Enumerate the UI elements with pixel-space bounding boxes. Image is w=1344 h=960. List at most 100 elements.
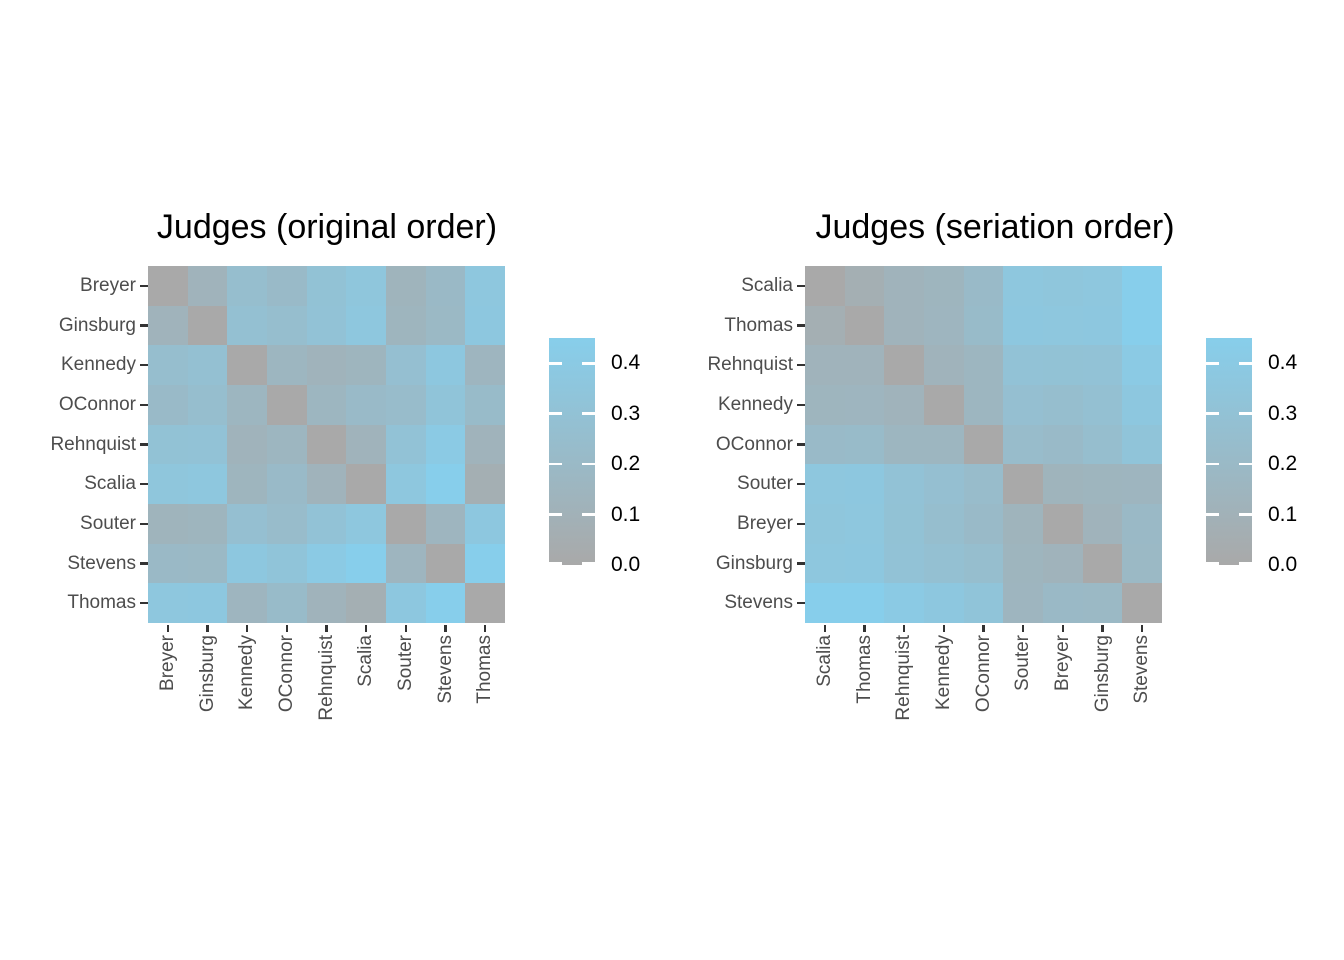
heatmap-cell (1003, 464, 1044, 505)
legend-tick-label: 0.0 (1268, 553, 1298, 576)
heatmap-cell (805, 266, 846, 307)
heatmap-cell (963, 583, 1004, 624)
row-label: Ginsburg (58, 314, 136, 336)
x-axis-tick (364, 624, 368, 632)
heatmap-cell (805, 464, 846, 505)
heatmap-cell (963, 266, 1004, 307)
legend-tick-mark (549, 562, 562, 565)
col-label: Ginsburg (1091, 635, 1113, 713)
heatmap-cell (227, 385, 268, 426)
heatmap-cell (425, 583, 466, 624)
legend-tick-mark (549, 513, 562, 516)
heatmap-cell (148, 504, 189, 545)
col-label: OConnor (972, 635, 994, 713)
heatmap-cell (267, 424, 308, 465)
col-label: Ginsburg (196, 635, 218, 713)
heatmap-cell (267, 385, 308, 426)
heatmap-cell (1003, 385, 1044, 426)
col-label: Thomas (474, 635, 496, 704)
col-label: Kennedy (932, 635, 954, 711)
heatmap-cell (425, 504, 466, 545)
heatmap-cell (306, 543, 347, 584)
heatmap-cell (1043, 583, 1084, 624)
heatmap-cell (1122, 305, 1163, 346)
heatmap-cell (465, 385, 506, 426)
heatmap-cell (963, 305, 1004, 346)
heatmap-cell (386, 543, 427, 584)
heatmap-cell (227, 543, 268, 584)
heatmap-cell (1122, 464, 1163, 505)
y-axis-tick (796, 562, 805, 565)
heatmap-cell (844, 424, 885, 465)
heatmap-cell (844, 583, 885, 624)
heatmap-cell (1043, 385, 1084, 426)
heatmap-cell (187, 345, 228, 386)
heatmap-cell (346, 543, 387, 584)
heatmap-cell (1043, 424, 1084, 465)
heatmap-cell (306, 583, 347, 624)
y-axis-tick (139, 443, 148, 446)
legend-tick-mark (1239, 462, 1252, 466)
heatmap-cell (267, 345, 308, 386)
heatmap-cell (386, 305, 427, 346)
heatmap-cell (465, 504, 506, 545)
heatmap-cell (884, 504, 925, 545)
heatmap-cell (346, 504, 387, 545)
legend-tick-mark (582, 412, 595, 415)
heatmap-cell (386, 266, 427, 307)
heatmap-cell (346, 424, 387, 465)
heatmap-grid (805, 266, 1163, 624)
heatmap-cell (805, 345, 846, 386)
heatmap-cell (1003, 424, 1044, 465)
heatmap-cell (963, 424, 1004, 465)
heatmap-cell (924, 385, 965, 426)
heatmap-cell (1082, 266, 1123, 307)
x-axis-tick (483, 624, 487, 632)
heatmap-cell (884, 424, 925, 465)
row-label: Stevens (67, 552, 136, 574)
heatmap-cell (1082, 583, 1123, 624)
col-label: Stevens (434, 635, 456, 704)
heatmap-cell (1122, 543, 1163, 584)
heatmap-cell (1122, 504, 1163, 545)
heatmap-cell (805, 504, 846, 545)
heatmap-cell (1082, 543, 1123, 584)
heatmap-cell (148, 266, 189, 307)
heatmap-cell (924, 305, 965, 346)
heatmap-cell (187, 543, 228, 584)
heatmap-cell (465, 424, 506, 465)
col-label: OConnor (275, 635, 297, 713)
heatmap-cell (148, 543, 189, 584)
row-label: Ginsburg (715, 552, 793, 574)
col-label: Rehnquist (315, 635, 337, 721)
heatmap-cell (425, 345, 466, 386)
heatmap-cell (306, 385, 347, 426)
row-label: Rehnquist (707, 354, 793, 376)
legend-tick-label: 0.4 (611, 351, 641, 375)
heatmap-cell (924, 266, 965, 307)
heatmap-cell (963, 464, 1004, 505)
legend-tick-mark (1239, 562, 1252, 565)
x-axis-tick (902, 624, 906, 632)
legend-tick-mark (1206, 513, 1219, 516)
legend-tick-mark (549, 462, 562, 466)
x-axis-tick (166, 624, 170, 632)
heatmap-cell (267, 266, 308, 307)
heatmap-cell (805, 305, 846, 346)
col-label: Stevens (1131, 635, 1153, 704)
heatmap-cell (267, 543, 308, 584)
col-label: Souter (394, 635, 416, 691)
col-label: Breyer (1051, 635, 1073, 691)
heatmap-cell (346, 305, 387, 346)
y-axis-tick (139, 324, 148, 327)
legend-tick-mark (1206, 412, 1219, 415)
heatmap-cell (1003, 543, 1044, 584)
heatmap-cell (148, 583, 189, 624)
heatmap-cell (346, 464, 387, 505)
x-axis-tick (285, 624, 289, 632)
heatmap-cell (1003, 504, 1044, 545)
heatmap-cell (1043, 305, 1084, 346)
heatmap-cell (187, 464, 228, 505)
col-label: Scalia (813, 635, 835, 687)
